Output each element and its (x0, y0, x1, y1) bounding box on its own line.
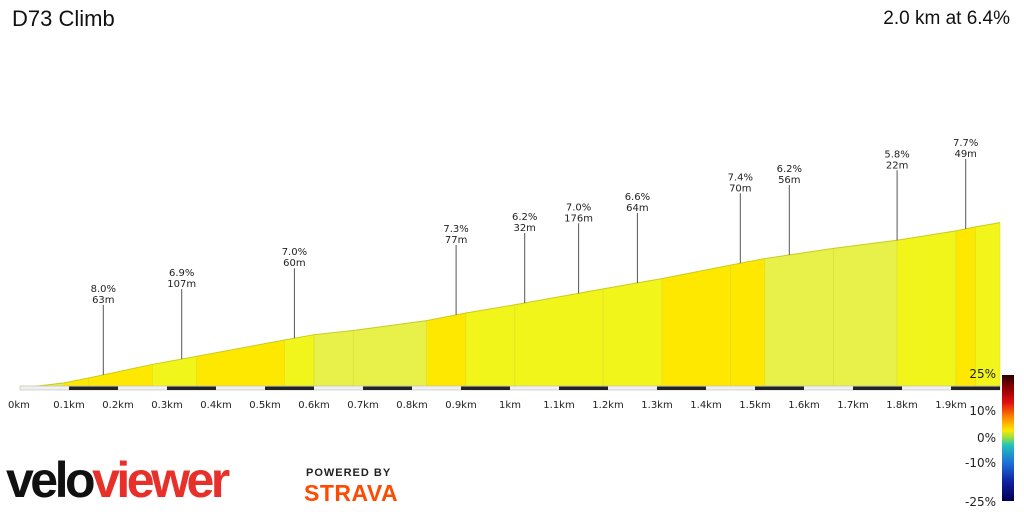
distance-band (853, 386, 902, 390)
x-tick-label: 1.4km (690, 400, 721, 411)
strava-logo[interactable]: STRAVA (304, 480, 399, 506)
annotation-length: 176m (564, 213, 593, 224)
x-tick-label: 0.3km (151, 400, 182, 411)
annotation-grade: 6.2% (777, 164, 802, 175)
annotation-grade: 8.0% (91, 284, 116, 295)
annotation-length: 107m (167, 279, 196, 290)
profile-segment (88, 364, 153, 387)
annotation-length: 60m (283, 258, 305, 269)
x-tick-label: 1.1km (543, 400, 574, 411)
x-tick-label: 0km (8, 400, 30, 411)
annotation-grade: 5.8% (884, 149, 909, 160)
legend-label: 25% (969, 367, 996, 381)
x-tick-label: 1km (499, 400, 521, 411)
distance-band (69, 386, 118, 390)
grade-legend: 25% 10% 0% -10% -25% (965, 367, 1014, 509)
legend-label: -25% (965, 495, 996, 509)
x-tick-label: 1.2km (592, 400, 623, 411)
annotation-length: 70m (729, 183, 751, 194)
x-tick-label: 0.6km (298, 400, 329, 411)
profile-segments (19, 222, 1001, 388)
powered-by-label: POWERED BY (306, 467, 392, 479)
profile-segment (352, 320, 427, 387)
profile-segment (514, 288, 604, 387)
annotation-grade: 6.2% (512, 212, 537, 223)
distance-band (657, 386, 706, 390)
annotation-grade: 7.0% (282, 247, 307, 258)
distance-band (559, 386, 608, 390)
profile-segment (896, 230, 957, 387)
distance-band (167, 386, 216, 390)
annotation-length: 32m (513, 223, 535, 234)
annotation-grade: 6.9% (169, 268, 194, 279)
profile-segment (284, 334, 315, 387)
profile-outline (19, 222, 1001, 388)
annotation-length: 64m (626, 203, 648, 214)
veloviewer-logo[interactable]: veloviewer (6, 452, 230, 508)
annotation-grade: 7.3% (443, 224, 468, 235)
annotation-grade: 7.0% (566, 202, 591, 213)
annotation-grade: 7.7% (953, 138, 978, 149)
annotation-length: 49m (954, 149, 976, 160)
annotation-length: 77m (445, 235, 467, 246)
profile-segment (730, 258, 766, 387)
x-tick-label: 1.5km (739, 400, 770, 411)
profile-segment (196, 339, 285, 387)
x-tick-label: 1.8km (886, 400, 917, 411)
annotation-grade: 6.6% (625, 192, 650, 203)
x-tick-label: 0.7km (347, 400, 378, 411)
segment-annotations: 8.0%63m6.9%107m7.0%60m7.3%77m6.2%32m7.0%… (91, 138, 978, 375)
profile-segment (426, 312, 467, 387)
profile-segment (313, 330, 354, 387)
annotation-grade: 7.4% (728, 172, 753, 183)
profile-segment (955, 226, 976, 387)
legend-label: -10% (965, 456, 996, 470)
x-tick-label: 0.1km (53, 400, 84, 411)
profile-segment (764, 248, 834, 387)
annotation-length: 63m (92, 295, 114, 306)
annotation-length: 56m (778, 175, 800, 186)
profile-segment (833, 239, 898, 387)
legend-label: 0% (977, 431, 996, 445)
distance-band (755, 386, 804, 390)
distance-band (461, 386, 510, 390)
climb-title: D73 Climb (12, 6, 115, 31)
profile-base (19, 385, 1001, 391)
profile-segment (975, 222, 1001, 387)
profile-segment (465, 304, 516, 387)
annotation-length: 22m (886, 160, 908, 171)
legend-label: 10% (969, 404, 996, 418)
x-tick-label: 0.4km (200, 400, 231, 411)
x-tick-label: 0.8km (396, 400, 427, 411)
distance-band (363, 386, 412, 390)
x-tick-label: 0.2km (102, 400, 133, 411)
distance-band (951, 386, 1000, 390)
profile-segment (661, 264, 731, 387)
climb-summary: 2.0 km at 6.4% (883, 8, 1010, 29)
x-tick-label: 1.9km (935, 400, 966, 411)
grade-color-scale (1002, 375, 1014, 501)
profile-segment (602, 278, 663, 387)
x-tick-label: 0.9km (445, 400, 476, 411)
x-axis-ticks: 0km 0.1km 0.2km 0.3km 0.4km 0.5km 0.6km 0.7km 0.… (8, 400, 967, 411)
x-tick-label: 1.6km (788, 400, 819, 411)
x-tick-label: 1.3km (641, 400, 672, 411)
distance-band (265, 386, 314, 390)
x-tick-label: 1.7km (837, 400, 868, 411)
x-tick-label: 0.5km (249, 400, 280, 411)
